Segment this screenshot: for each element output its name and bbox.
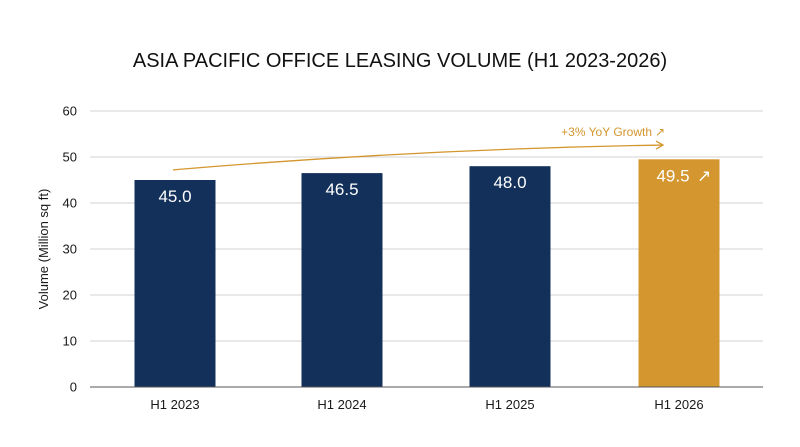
bar-h1-2026 [638,159,720,387]
bar-value-label: 48.0 [493,173,526,192]
bar-h1-2024 [301,173,383,387]
x-tick-label: H1 2023 [150,397,199,412]
bar-value-label: 49.5 [656,166,689,185]
y-tick-label: 40 [63,196,77,211]
y-axis-ticks: 0 10 20 30 40 50 60 [63,104,77,395]
trend-arrowhead-icon [655,140,665,150]
y-tick-label: 50 [63,150,77,165]
bar-h1-2025 [469,166,551,387]
y-tick-label: 60 [63,104,77,119]
y-axis-label: Volume (Million sq ft) [36,189,51,310]
y-tick-label: 0 [70,380,77,395]
growth-arrow-icon: ↗ [655,125,665,139]
y-tick-label: 20 [63,288,77,303]
growth-annotation: +3% YoY Growth [561,125,652,139]
bar-value-label: 45.0 [158,187,191,206]
x-tick-label: H1 2025 [485,397,534,412]
trend-annotation: +3% YoY Growth ↗ [172,125,665,171]
x-tick-label: H1 2026 [654,397,703,412]
y-tick-label: 30 [63,242,77,257]
highlight-arrow-icon: ↗ [697,166,711,185]
bar-h1-2023 [134,180,216,387]
x-axis-ticks: H1 2023 H1 2024 H1 2025 H1 2026 [150,397,703,412]
x-tick-label: H1 2024 [317,397,366,412]
bars: 45.0 46.5 48.0 49.5 ↗ [134,159,720,387]
chart-title: ASIA PACIFIC OFFICE LEASING VOLUME (H1 2… [133,50,667,72]
y-tick-label: 10 [63,334,77,349]
trend-line [172,144,664,171]
bar-value-label: 46.5 [325,180,358,199]
